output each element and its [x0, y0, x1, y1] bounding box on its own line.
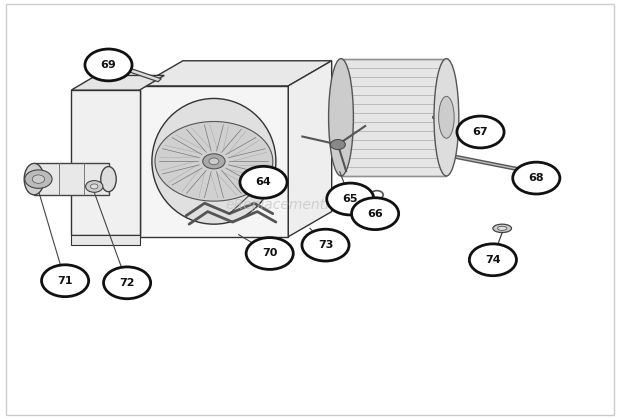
Circle shape	[240, 166, 287, 198]
Polygon shape	[288, 61, 332, 237]
Circle shape	[32, 175, 45, 184]
Text: 66: 66	[367, 209, 383, 219]
Polygon shape	[140, 86, 288, 237]
Ellipse shape	[493, 224, 512, 233]
Polygon shape	[121, 66, 161, 82]
Circle shape	[469, 244, 516, 276]
Text: 72: 72	[119, 278, 135, 288]
Circle shape	[352, 198, 399, 230]
Circle shape	[42, 265, 89, 297]
Polygon shape	[71, 75, 164, 90]
Ellipse shape	[329, 59, 353, 176]
Ellipse shape	[439, 96, 454, 138]
Circle shape	[91, 184, 98, 189]
Text: eReplacementParts.com: eReplacementParts.com	[225, 198, 395, 212]
Text: 69: 69	[100, 60, 117, 70]
Ellipse shape	[152, 98, 276, 224]
Circle shape	[155, 122, 273, 201]
Polygon shape	[71, 235, 140, 245]
Circle shape	[209, 158, 219, 165]
Polygon shape	[34, 163, 108, 195]
Circle shape	[25, 170, 52, 189]
Ellipse shape	[434, 59, 459, 176]
Text: 67: 67	[472, 127, 489, 137]
Circle shape	[203, 154, 225, 169]
Circle shape	[86, 181, 103, 192]
Circle shape	[513, 162, 560, 194]
Ellipse shape	[24, 163, 44, 195]
Polygon shape	[341, 59, 446, 176]
Circle shape	[85, 49, 132, 81]
Polygon shape	[71, 90, 140, 235]
Circle shape	[457, 116, 504, 148]
Circle shape	[302, 229, 349, 261]
Ellipse shape	[100, 167, 117, 192]
Polygon shape	[140, 61, 332, 86]
Text: 65: 65	[342, 194, 358, 204]
Text: 74: 74	[485, 255, 501, 265]
Circle shape	[104, 267, 151, 299]
Text: 71: 71	[57, 276, 73, 286]
Text: 64: 64	[255, 177, 272, 187]
Text: 73: 73	[318, 240, 333, 250]
Ellipse shape	[498, 226, 507, 230]
Text: 68: 68	[528, 173, 544, 183]
Circle shape	[327, 183, 374, 215]
Circle shape	[246, 238, 293, 269]
Text: 70: 70	[262, 248, 277, 259]
Circle shape	[330, 140, 345, 150]
